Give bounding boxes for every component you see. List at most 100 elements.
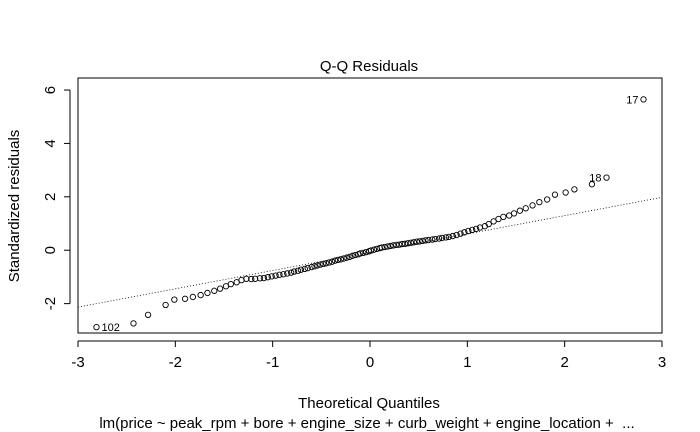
data-point	[323, 260, 330, 267]
data-point	[320, 260, 327, 267]
data-point	[328, 258, 336, 265]
data-point	[272, 272, 279, 279]
data-point	[588, 181, 596, 188]
y-tick-label: 0	[42, 246, 59, 254]
data-point	[390, 242, 397, 249]
data-point	[325, 259, 333, 266]
data-point	[294, 267, 302, 274]
data-point	[308, 263, 315, 271]
data-point	[551, 191, 559, 198]
data-point	[144, 311, 152, 318]
data-point	[216, 285, 224, 292]
x-tick-label: 0	[366, 354, 374, 371]
data-point	[404, 240, 412, 247]
data-point	[280, 271, 287, 278]
data-point	[425, 236, 432, 244]
data-point	[304, 264, 311, 272]
y-tick-label: -2	[42, 297, 59, 310]
data-point	[260, 274, 268, 282]
data-point	[485, 220, 492, 228]
point-label: 102	[101, 322, 119, 334]
data-point	[314, 262, 321, 269]
chart-title: Q-Q Residuals	[320, 58, 418, 75]
data-point	[603, 174, 610, 181]
data-point	[461, 229, 468, 236]
data-point	[396, 241, 403, 248]
data-point	[378, 244, 385, 251]
data-point	[349, 252, 356, 259]
data-point	[268, 273, 275, 280]
data-point	[500, 213, 507, 220]
reference-line	[77, 196, 663, 308]
data-point	[543, 196, 551, 203]
data-point	[472, 225, 480, 233]
x-tick-label: -3	[71, 354, 84, 371]
data-point	[264, 274, 271, 281]
data-point	[357, 250, 364, 257]
plot-box	[77, 77, 663, 334]
data-point	[445, 233, 452, 241]
data-point	[197, 291, 204, 299]
data-point	[290, 268, 298, 275]
x-tick-label: -2	[169, 354, 182, 371]
data-point	[256, 275, 264, 282]
data-point	[435, 235, 443, 242]
data-point	[449, 232, 456, 240]
data-point	[465, 227, 472, 235]
data-point	[317, 261, 324, 268]
data-point	[490, 218, 497, 225]
data-point	[416, 238, 423, 245]
data-point	[346, 253, 353, 261]
data-point	[562, 189, 569, 196]
data-point	[288, 269, 295, 276]
data-point	[419, 237, 426, 245]
model-formula: lm(price ~ peak_rpm + bore + engine_size…	[99, 415, 634, 432]
point-label: 17	[626, 94, 638, 106]
data-point	[516, 207, 524, 214]
point-labels: 17 18 102	[101, 94, 638, 334]
data-point	[367, 247, 375, 254]
data-point	[393, 241, 400, 249]
data-point	[442, 234, 450, 241]
data-point	[340, 255, 347, 262]
data-point	[227, 280, 234, 288]
data-point	[571, 186, 578, 193]
data-point	[189, 293, 197, 301]
x-axis: -3 -2 -1 0 1 2 3	[71, 340, 666, 371]
data-point	[243, 275, 250, 282]
data-point	[343, 254, 350, 261]
x-tick-label: 2	[560, 354, 568, 371]
data-point	[432, 235, 439, 243]
data-point	[334, 256, 342, 263]
x-tick-label: 1	[463, 354, 471, 371]
data-point	[331, 257, 339, 264]
data-point	[410, 239, 417, 246]
data-point	[453, 231, 460, 239]
data-point	[387, 242, 394, 250]
data-point	[204, 289, 211, 297]
data-point	[469, 226, 476, 234]
data-point	[211, 287, 218, 294]
data-point	[301, 265, 308, 273]
data-point	[422, 237, 429, 244]
y-tick-label: 4	[42, 139, 59, 147]
y-axis-label: Standardized residuals	[6, 130, 23, 283]
data-point	[162, 301, 169, 309]
data-point	[384, 243, 391, 250]
data-point	[171, 296, 178, 303]
data-point	[93, 323, 100, 331]
x-tick-label: 3	[658, 354, 666, 371]
y-axis: -2 0 2 4 6	[42, 86, 71, 310]
point-label: 18	[589, 173, 601, 185]
y-tick-label: 6	[42, 86, 59, 94]
data-point	[251, 275, 259, 282]
data-point	[407, 239, 415, 246]
data-point	[413, 238, 420, 245]
data-point	[429, 236, 436, 243]
data-point	[640, 96, 647, 103]
y-tick-label: 2	[42, 193, 59, 201]
data-point	[248, 275, 255, 283]
x-axis-label: Theoretical Quantiles	[298, 395, 440, 412]
data-point	[438, 234, 446, 242]
data-point	[311, 263, 318, 270]
